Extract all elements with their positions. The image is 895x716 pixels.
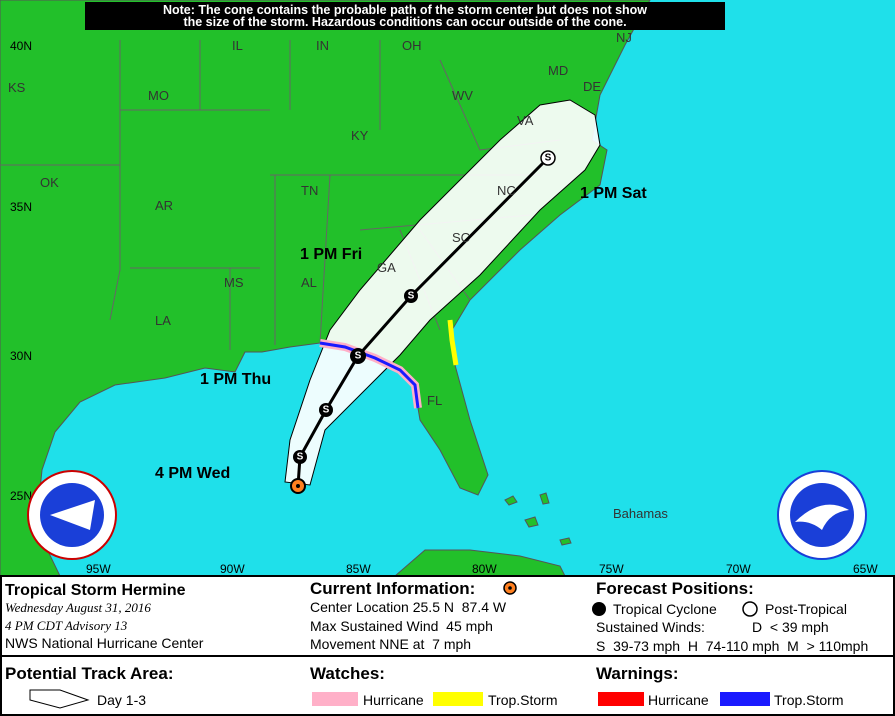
place-label: DE xyxy=(583,79,601,94)
advisory-date: Wednesday August 31, 2016 xyxy=(5,600,151,615)
track-point xyxy=(319,403,333,417)
winds-label: Sustained Winds: xyxy=(596,619,705,635)
nws-logo xyxy=(27,470,117,560)
place-label: MS xyxy=(224,275,244,290)
place-label: IN xyxy=(316,38,329,53)
place-label: WV xyxy=(452,88,473,103)
current-line: Movement NNE at 7 mph xyxy=(310,636,471,652)
lon-label: 65W xyxy=(853,562,878,576)
track-point xyxy=(540,150,556,166)
current-line: Max Sustained Wind 45 mph xyxy=(310,618,493,634)
place-label: AR xyxy=(155,198,173,213)
place-label: LA xyxy=(155,313,171,328)
post-tropical-icon xyxy=(742,601,758,617)
trop-storm-watch-swatch xyxy=(433,692,483,706)
track-point-label: S xyxy=(297,452,304,463)
note-text: the size of the storm. Hazardous conditi… xyxy=(183,15,626,29)
place-label: MO xyxy=(148,88,169,103)
note-text: Note: The cone contains the probable pat… xyxy=(163,3,647,17)
lon-label: 75W xyxy=(599,562,624,576)
forecast-item: Post-Tropical xyxy=(765,601,847,617)
track-point-label: S xyxy=(355,351,362,362)
time-label: 1 PM Sat xyxy=(580,185,647,202)
lon-label: 95W xyxy=(86,562,111,576)
place-label: KY xyxy=(351,128,369,143)
noaa-logo xyxy=(777,470,867,560)
warning-item: Trop.Storm xyxy=(774,692,844,708)
place-label: IL xyxy=(232,38,243,53)
lon-label: 80W xyxy=(472,562,497,576)
forecast-item: Tropical Cyclone xyxy=(613,601,717,617)
place-label: KS xyxy=(8,80,26,95)
current-position-dot xyxy=(296,484,300,488)
storm-name: Tropical Storm Hermine xyxy=(5,582,186,599)
note-box xyxy=(85,2,725,30)
time-label: 4 PM Wed xyxy=(155,465,230,482)
place-label: GA xyxy=(377,260,396,275)
current-icon-dot xyxy=(508,586,512,590)
lon-label: 85W xyxy=(346,562,371,576)
lat-label: 40N xyxy=(10,39,32,53)
place-label: OH xyxy=(402,38,422,53)
track-area-heading: Potential Track Area: xyxy=(5,664,174,683)
lon-label: 70W xyxy=(726,562,751,576)
place-label: MD xyxy=(548,63,568,78)
trop-storm-warning xyxy=(319,341,420,409)
track-point-label: S xyxy=(408,291,415,302)
track-area-item: Day 1-3 xyxy=(97,692,146,708)
lon-label: 90W xyxy=(220,562,245,576)
lat-label: 35N xyxy=(10,200,32,214)
current-line: Center Location 25.5 N 87.4 W xyxy=(310,599,507,615)
place-label: OK xyxy=(40,175,59,190)
bahamas-islands xyxy=(504,492,572,546)
place-label: NC xyxy=(497,183,516,198)
time-label: 1 PM Fri xyxy=(300,246,362,263)
trop-storm-warning-swatch xyxy=(720,692,770,706)
place-label: SC xyxy=(452,230,470,245)
winds-scale: S 39-73 mph H 74-110 mph M > 110mph xyxy=(596,638,868,654)
lat-label: 25N xyxy=(10,489,32,503)
tropical-icon xyxy=(592,602,606,616)
legend-panel xyxy=(0,575,895,716)
winds-scale: D < 39 mph xyxy=(752,619,829,635)
place-label: VA xyxy=(517,113,534,128)
lat-label: 30N xyxy=(10,349,32,363)
watch-item: Trop.Storm xyxy=(488,692,558,708)
time-label: 1 PM Thu xyxy=(200,371,271,388)
forecast-cone xyxy=(284,99,601,486)
warnings-heading: Warnings: xyxy=(596,664,678,683)
track-point xyxy=(293,450,307,464)
trop-storm-watch xyxy=(447,319,459,366)
track-point-label: S xyxy=(323,405,330,416)
cone-icon xyxy=(29,689,90,709)
warning-item: Hurricane xyxy=(648,692,709,708)
hurricane-warning-swatch xyxy=(598,692,644,706)
watch-item: Hurricane xyxy=(363,692,424,708)
current-heading: Current Information: xyxy=(310,579,475,598)
place-label: Bahamas xyxy=(613,506,668,521)
track-point xyxy=(350,348,366,364)
forecast-heading: Forecast Positions: xyxy=(596,579,754,598)
track-point-label: S xyxy=(545,153,552,164)
track-point xyxy=(404,289,418,303)
watches-heading: Watches: xyxy=(310,664,385,683)
place-label: FL xyxy=(427,393,442,408)
advisory-number: 4 PM CDT Advisory 13 xyxy=(5,618,128,633)
issuer: NWS National Hurricane Center xyxy=(5,635,204,651)
place-label: AL xyxy=(301,275,317,290)
place-labels: KS MO IL IN OH NJ MD DE WV VA KY OK AR T… xyxy=(8,30,668,521)
hurricane-watch-swatch xyxy=(312,692,358,706)
place-label: NJ xyxy=(616,30,632,45)
place-label: TN xyxy=(301,183,318,198)
